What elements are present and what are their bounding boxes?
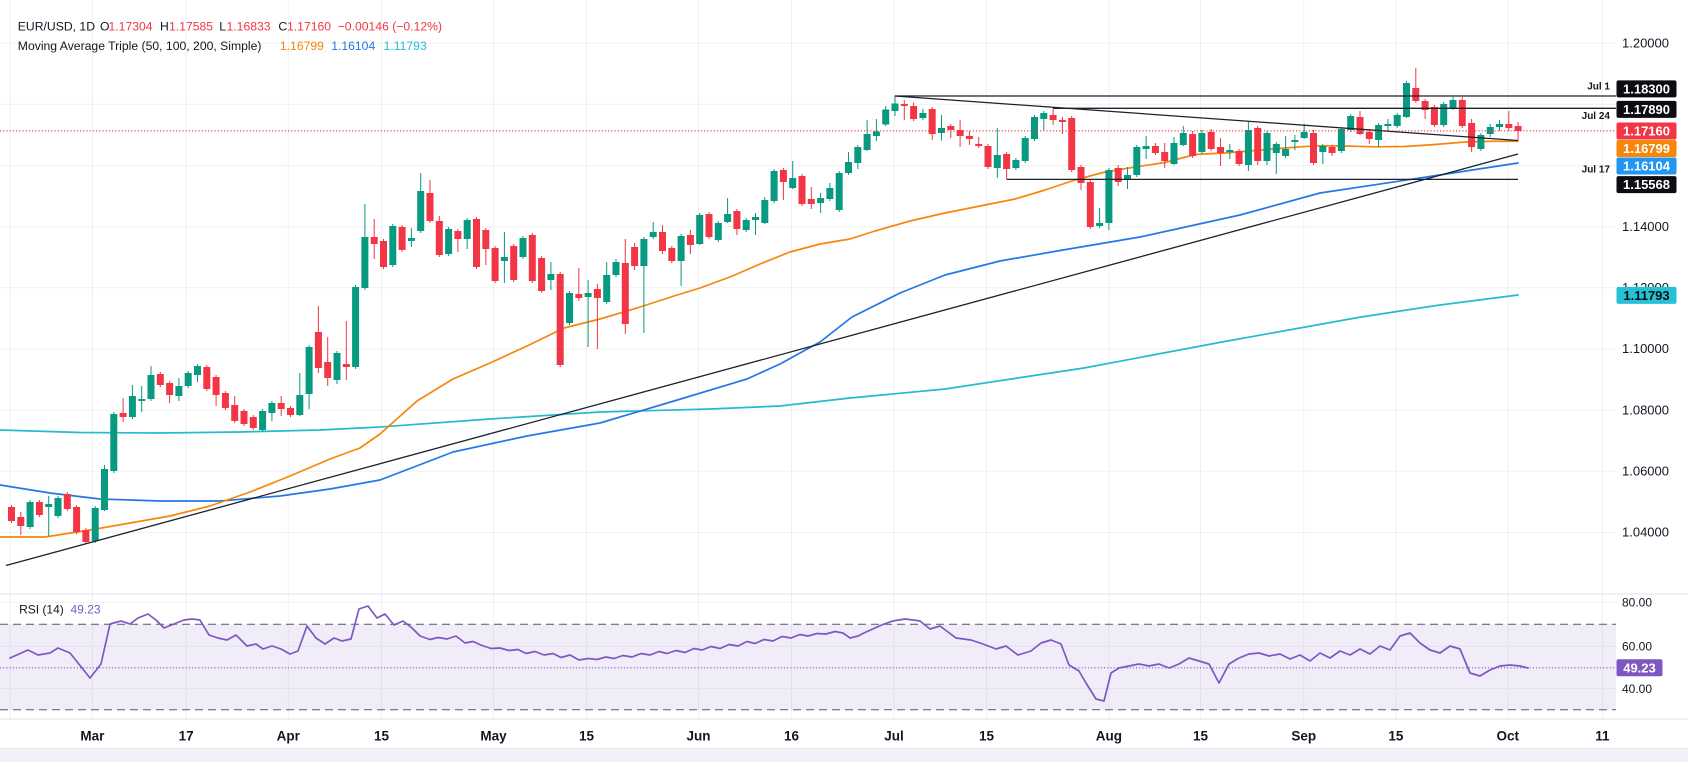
- svg-text:Jul: Jul: [884, 729, 904, 744]
- svg-text:Oct: Oct: [1496, 729, 1519, 744]
- svg-text:15: 15: [1193, 729, 1209, 744]
- svg-text:16: 16: [784, 729, 800, 744]
- svg-text:1.16799: 1.16799: [1623, 141, 1670, 156]
- svg-text:RSI (14)49.23: RSI (14) 49.23: [19, 603, 101, 617]
- svg-text:1.16104: 1.16104: [1623, 159, 1671, 174]
- svg-text:17: 17: [179, 729, 194, 744]
- svg-text:1.11793: 1.11793: [1623, 288, 1669, 303]
- svg-text:15: 15: [1388, 729, 1404, 744]
- svg-text:1.10000: 1.10000: [1622, 341, 1669, 356]
- svg-text:49.23: 49.23: [1623, 660, 1656, 675]
- svg-text:1.17890: 1.17890: [1623, 102, 1670, 117]
- svg-text:Jul 1: Jul 1: [1587, 82, 1610, 93]
- svg-text:Apr: Apr: [277, 729, 301, 744]
- svg-text:1.14000: 1.14000: [1622, 219, 1669, 234]
- svg-text:15: 15: [374, 729, 390, 744]
- svg-text:1.04000: 1.04000: [1622, 525, 1669, 540]
- svg-text:Jun: Jun: [686, 729, 710, 744]
- svg-text:Aug: Aug: [1096, 729, 1122, 744]
- svg-text:Jul 17: Jul 17: [1582, 165, 1611, 176]
- svg-text:11: 11: [1595, 729, 1610, 744]
- svg-text:May: May: [480, 729, 507, 744]
- svg-text:40.00: 40.00: [1622, 682, 1652, 696]
- svg-text:Jul 24: Jul 24: [1582, 111, 1611, 122]
- svg-text:15: 15: [579, 729, 595, 744]
- svg-text:1.15568: 1.15568: [1623, 177, 1670, 192]
- svg-text:1.18300: 1.18300: [1623, 82, 1670, 97]
- svg-text:Moving Average Triple (50, 100: Moving Average Triple (50, 100, 200, Sim…: [18, 39, 427, 53]
- svg-text:60.00: 60.00: [1622, 639, 1652, 653]
- svg-text:1.08000: 1.08000: [1622, 402, 1669, 417]
- svg-text:Sep: Sep: [1291, 729, 1316, 744]
- svg-text:15: 15: [979, 729, 995, 744]
- svg-text:80.00: 80.00: [1622, 596, 1652, 610]
- svg-text:1.17160: 1.17160: [1623, 124, 1670, 139]
- svg-text:1.06000: 1.06000: [1622, 464, 1669, 479]
- svg-text:1.20000: 1.20000: [1622, 35, 1669, 50]
- svg-text:Mar: Mar: [80, 729, 105, 744]
